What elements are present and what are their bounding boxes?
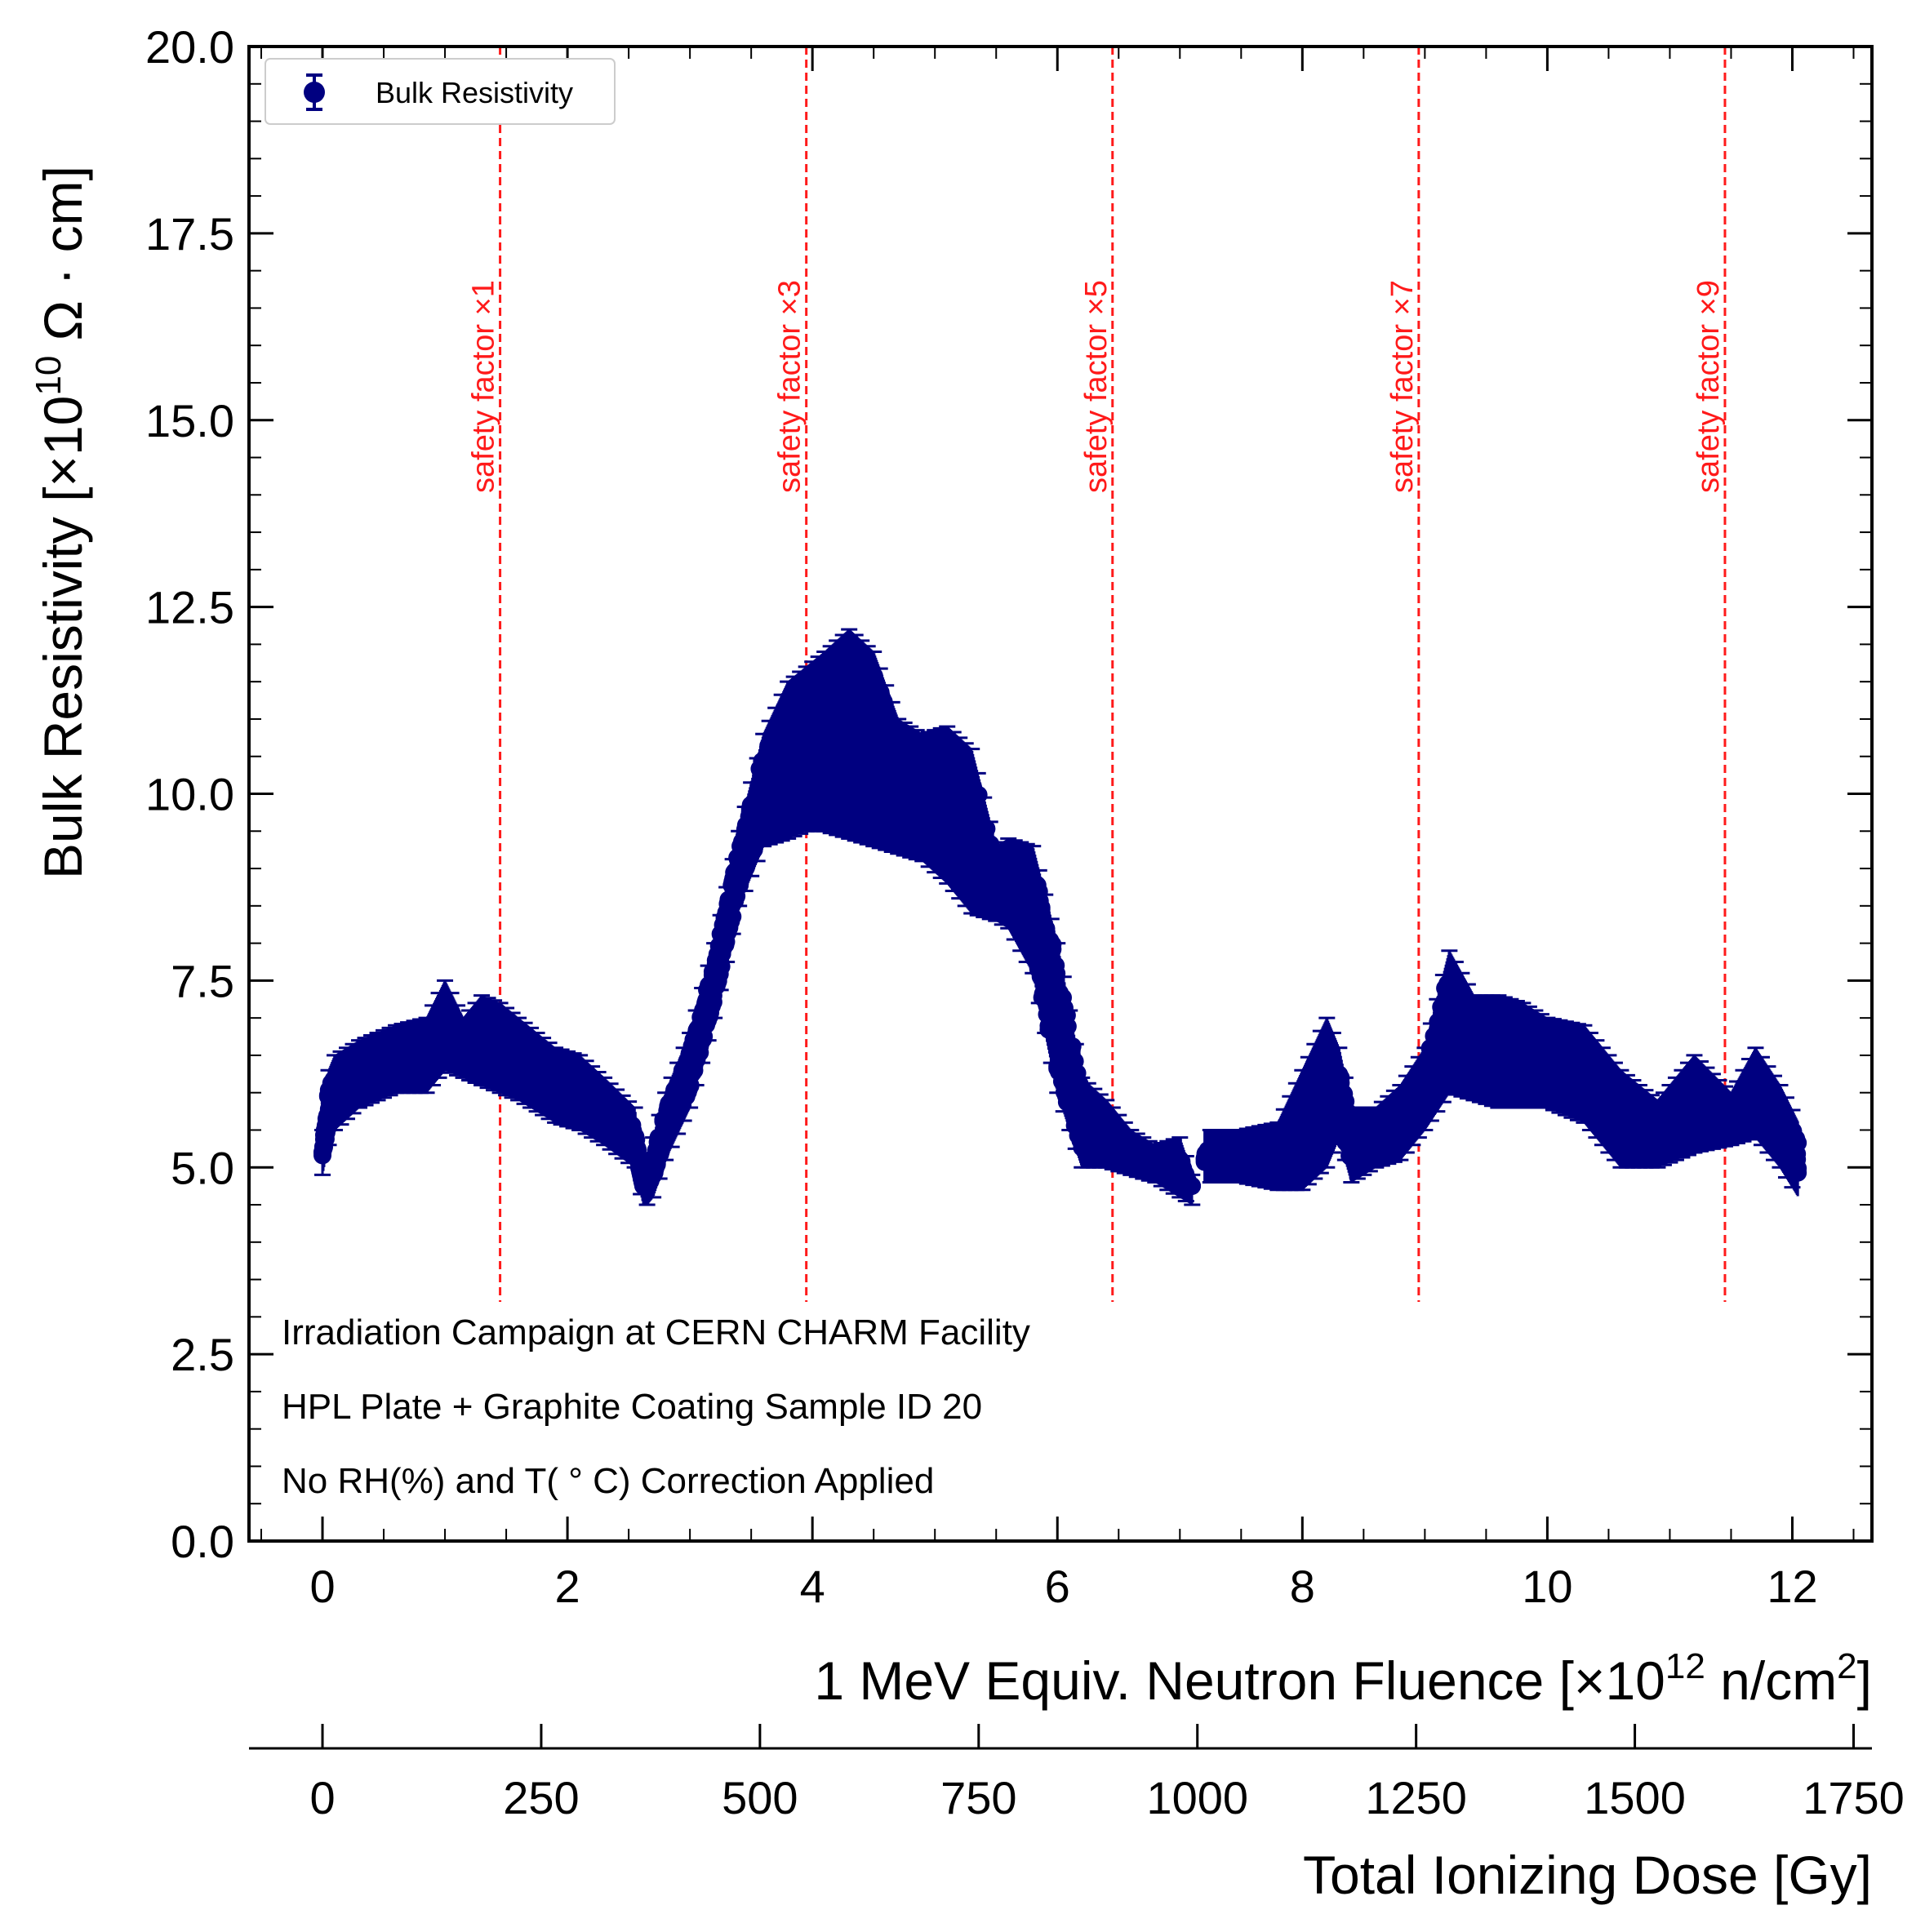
- safety-factor-label-3: safety factor ×5: [1079, 280, 1114, 493]
- data-point: [1182, 1176, 1201, 1195]
- safety-factor-label-2: safety factor ×3: [773, 280, 807, 493]
- safety-factor-label-1: safety factor ×1: [467, 280, 501, 493]
- safety-factor-label-4: safety factor ×7: [1385, 280, 1420, 493]
- data-series-bulk-resistivity: [313, 628, 1807, 1206]
- safety-factor-label-5: safety factor ×9: [1692, 280, 1726, 493]
